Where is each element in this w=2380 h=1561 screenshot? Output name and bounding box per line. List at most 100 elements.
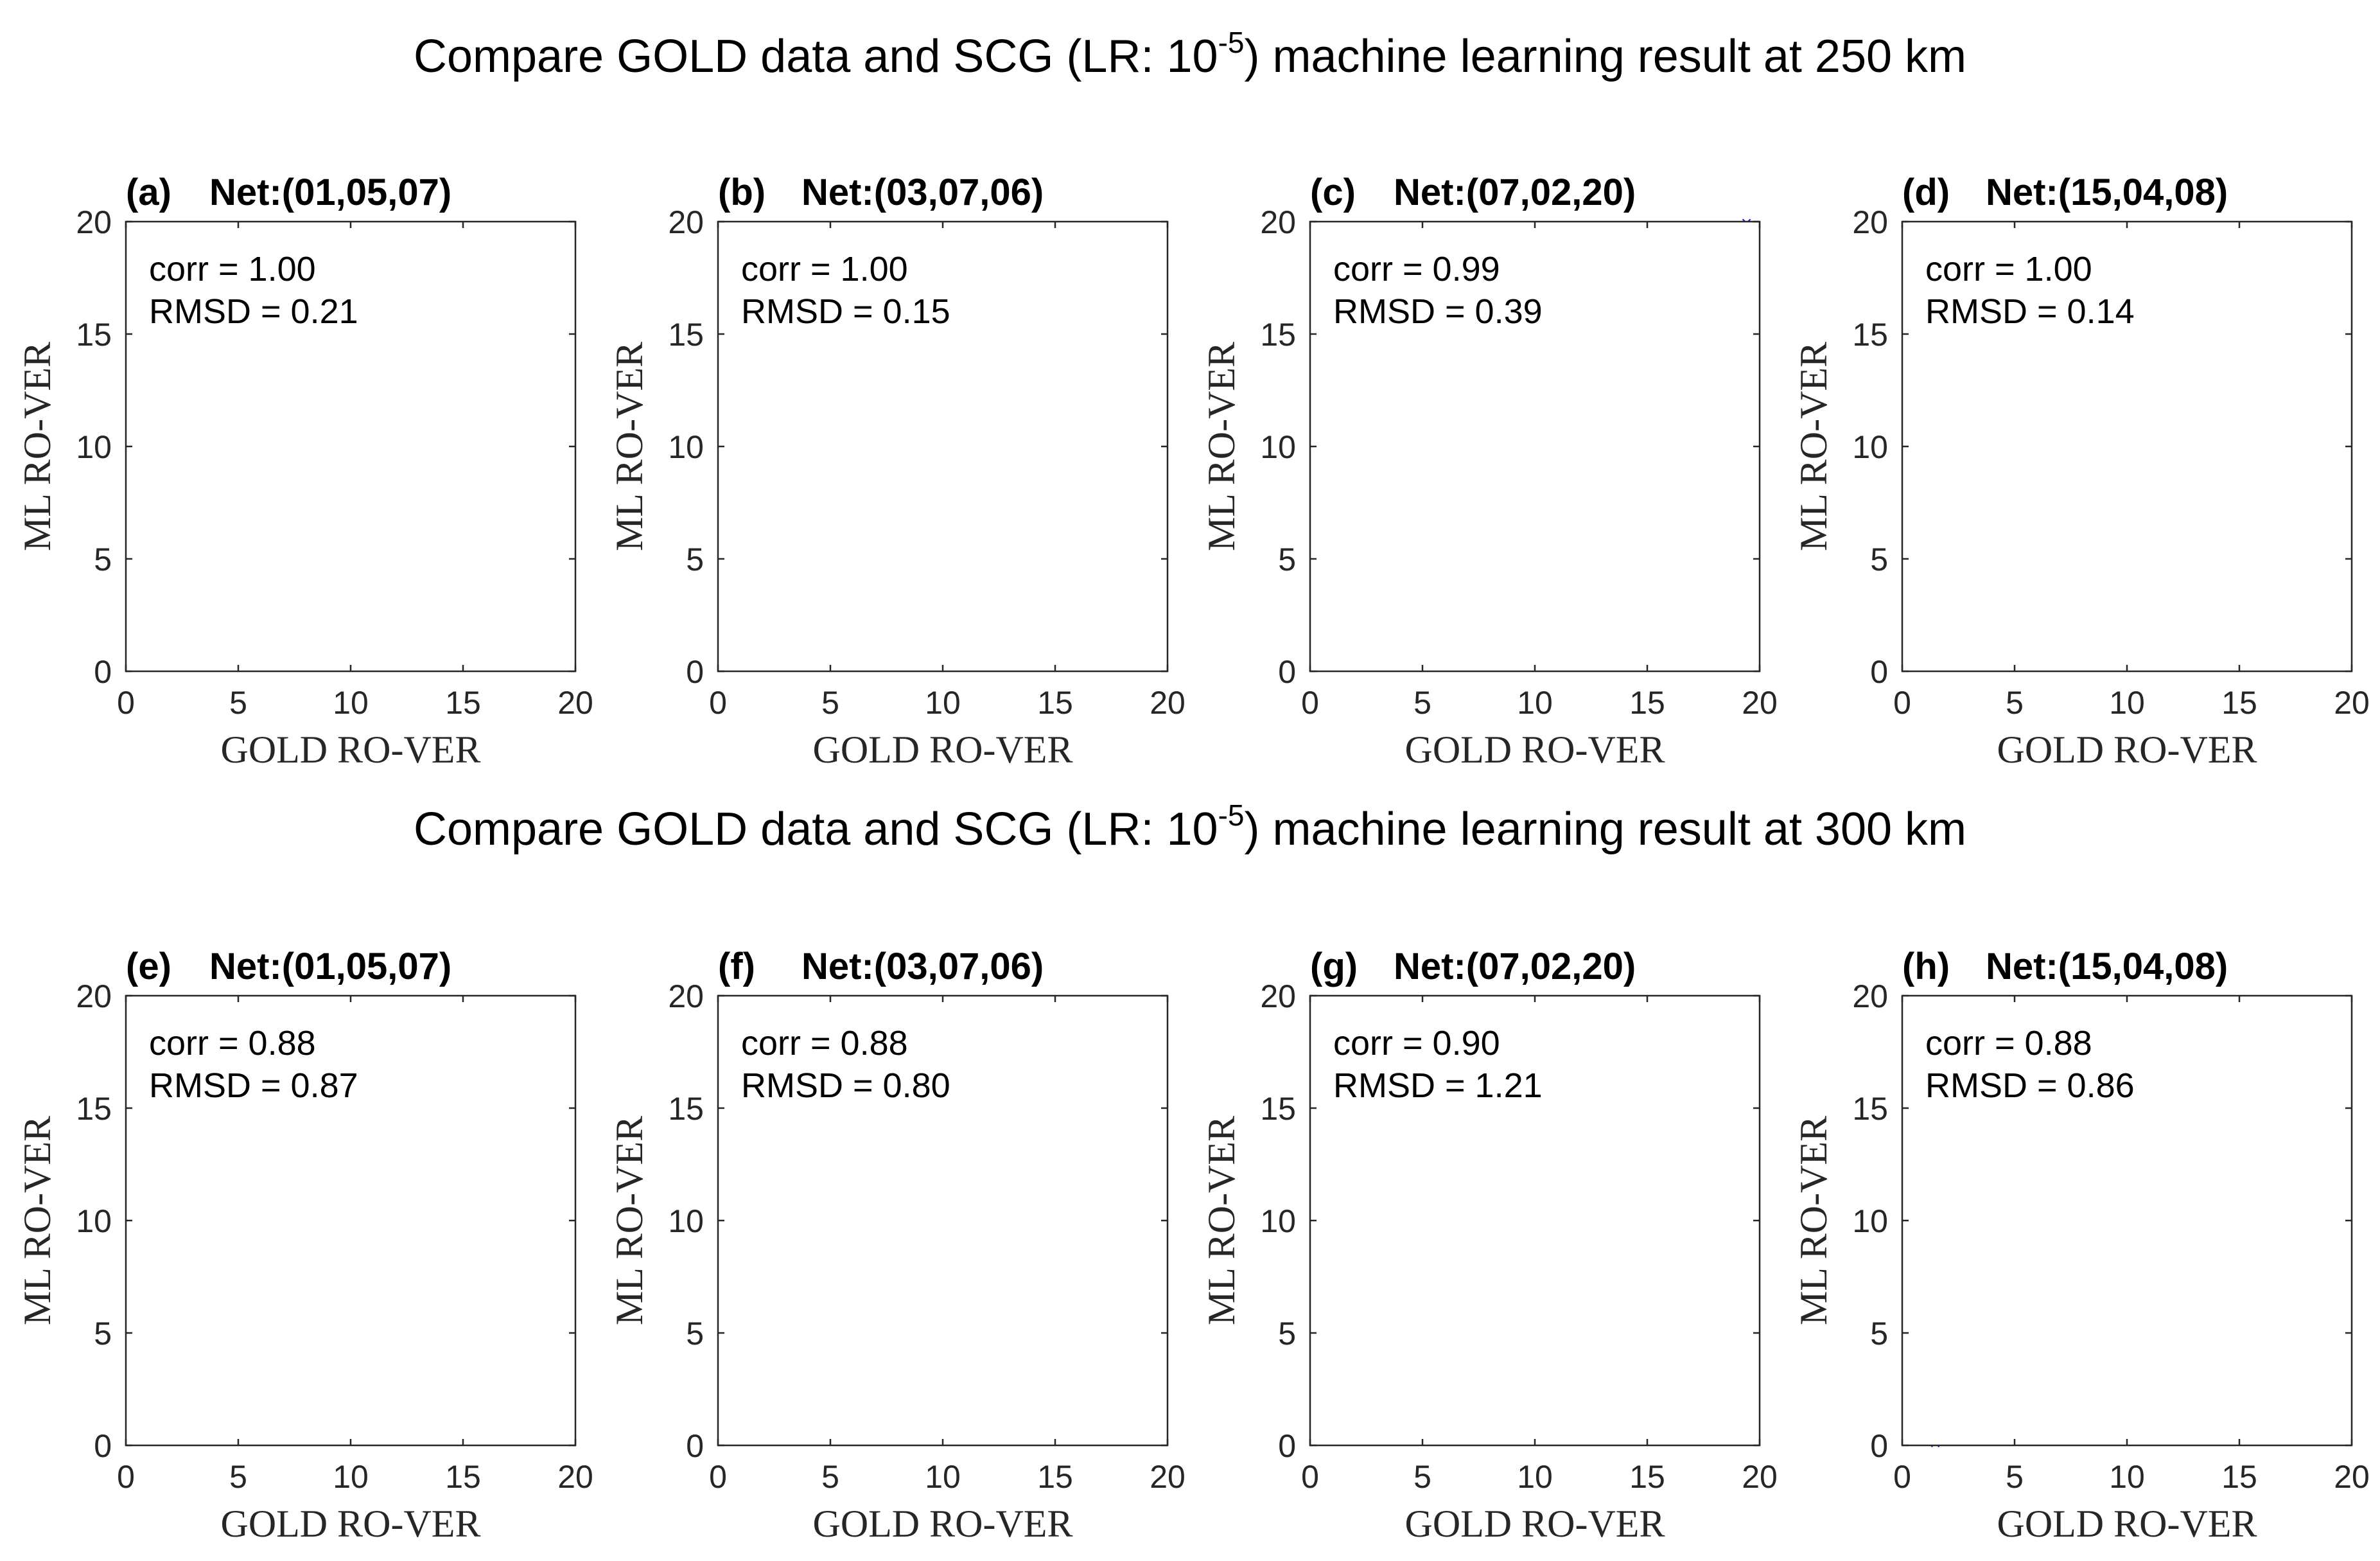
y-tick-label: 10 bbox=[668, 1203, 704, 1239]
y-tick-label: 15 bbox=[668, 1091, 704, 1127]
x-tick-label: 15 bbox=[1037, 685, 1073, 721]
panel-label: (a) bbox=[126, 172, 171, 213]
y-axis-label: ML RO-VER bbox=[1200, 342, 1243, 551]
panel-net-title: Net:(07,02,20) bbox=[1394, 946, 1636, 987]
rmsd-annotation: RMSD = 0.21 bbox=[149, 292, 358, 331]
x-tick-label: 10 bbox=[1517, 685, 1553, 721]
y-tick-label: 0 bbox=[1278, 1428, 1296, 1464]
x-tick-label: 10 bbox=[333, 685, 369, 721]
y-tick-label: 20 bbox=[668, 204, 704, 240]
x-axis-label: GOLD RO-VER bbox=[1997, 1503, 2257, 1545]
x-axis-label: GOLD RO-VER bbox=[1405, 1503, 1665, 1545]
y-tick-label: 0 bbox=[1870, 1428, 1888, 1464]
x-axis-label: GOLD RO-VER bbox=[1997, 728, 2257, 771]
panel-e: 00 5 5 10 10 15 15 20 20 GOLD RO-VER ML RO-VER (e) N… bbox=[16, 946, 593, 1545]
y-tick-label: 20 bbox=[1260, 204, 1296, 240]
y-tick-label: 5 bbox=[686, 1316, 704, 1352]
rmsd-annotation: RMSD = 0.87 bbox=[149, 1066, 358, 1105]
x-tick-label: 15 bbox=[1629, 1459, 1665, 1495]
x-tick-label: 10 bbox=[2109, 1459, 2145, 1495]
x-axis-label: GOLD RO-VER bbox=[221, 728, 481, 771]
y-tick-label: 0 bbox=[686, 654, 704, 690]
x-axis-label: GOLD RO-VER bbox=[1405, 728, 1665, 771]
panel-label: (f) bbox=[718, 946, 755, 987]
x-tick-label: 5 bbox=[2006, 1459, 2024, 1495]
y-tick-label: 5 bbox=[1278, 542, 1296, 578]
y-tick-label: 15 bbox=[1260, 1091, 1296, 1127]
y-tick-label: 15 bbox=[76, 1091, 112, 1127]
panel-label: (d) bbox=[1902, 172, 1950, 213]
axes-frame bbox=[1309, 994, 1761, 1447]
panel-label: (c) bbox=[1310, 172, 1356, 213]
x-tick-label: 0 bbox=[117, 685, 135, 721]
y-tick-label: 15 bbox=[1852, 1091, 1888, 1127]
axes-frame bbox=[717, 994, 1169, 1447]
y-axis-label: ML RO-VER bbox=[1200, 1116, 1243, 1325]
x-tick-label: 20 bbox=[1742, 1459, 1778, 1495]
x-tick-label: 10 bbox=[925, 1459, 961, 1495]
x-tick-label: 20 bbox=[2334, 1459, 2370, 1495]
y-tick-label: 10 bbox=[1852, 429, 1888, 465]
y-tick-label: 5 bbox=[94, 542, 112, 578]
y-axis-label: ML RO-VER bbox=[608, 1116, 651, 1325]
x-tick-label: 10 bbox=[925, 685, 961, 721]
x-tick-label: 20 bbox=[2334, 685, 2370, 721]
x-tick-label: 0 bbox=[1301, 685, 1319, 721]
corr-annotation: corr = 0.88 bbox=[741, 1024, 908, 1063]
corr-annotation: corr = 0.99 bbox=[1333, 250, 1500, 288]
x-tick-label: 15 bbox=[445, 685, 481, 721]
panel-a: 00 5 5 10 10 15 15 20 20 GOLD RO-VER ML RO-VER (a) N… bbox=[16, 172, 593, 771]
y-tick-label: 5 bbox=[94, 1316, 112, 1352]
y-tick-label: 15 bbox=[668, 317, 704, 353]
y-tick-label: 10 bbox=[76, 1203, 112, 1239]
axes-frame bbox=[717, 220, 1169, 673]
x-tick-label: 0 bbox=[1301, 1459, 1319, 1495]
x-tick-label: 0 bbox=[709, 685, 727, 721]
panel-f: 00 5 5 10 10 15 15 20 20 GOLD RO-VER ML RO-VER (f) N… bbox=[608, 946, 1186, 1545]
panel-net-title: Net:(01,05,07) bbox=[209, 172, 451, 213]
suptitle-300km: Compare GOLD data and SCG (LR: 10-5) mac… bbox=[414, 798, 1966, 855]
x-tick-label: 15 bbox=[445, 1459, 481, 1495]
y-axis-label: ML RO-VER bbox=[1792, 342, 1835, 551]
rmsd-annotation: RMSD = 0.80 bbox=[741, 1066, 950, 1105]
x-tick-label: 5 bbox=[229, 1459, 247, 1495]
x-tick-label: 10 bbox=[1517, 1459, 1553, 1495]
x-tick-label: 15 bbox=[2221, 1459, 2257, 1495]
panel-net-title: Net:(03,07,06) bbox=[801, 172, 1044, 213]
y-tick-label: 10 bbox=[1852, 1203, 1888, 1239]
y-tick-label: 10 bbox=[76, 429, 112, 465]
axes-frame bbox=[125, 220, 577, 673]
y-tick-label: 5 bbox=[686, 542, 704, 578]
y-tick-label: 15 bbox=[76, 317, 112, 353]
rmsd-annotation: RMSD = 0.86 bbox=[1925, 1066, 2135, 1105]
x-tick-label: 5 bbox=[821, 1459, 839, 1495]
x-tick-label: 5 bbox=[1413, 685, 1431, 721]
panel-net-title: Net:(01,05,07) bbox=[209, 946, 451, 987]
axes-frame bbox=[1901, 994, 2353, 1447]
x-tick-label: 5 bbox=[821, 685, 839, 721]
y-tick-label: 20 bbox=[1260, 978, 1296, 1014]
rmsd-annotation: RMSD = 0.15 bbox=[741, 292, 950, 331]
panel-h: 00 5 5 10 10 15 15 20 20 GOLD RO-VER ML RO-VER (h) N… bbox=[1792, 946, 2370, 1545]
y-tick-label: 15 bbox=[1260, 317, 1296, 353]
panel-label: (g) bbox=[1310, 946, 1358, 987]
x-tick-label: 15 bbox=[1037, 1459, 1073, 1495]
axes-frame bbox=[1309, 220, 1761, 673]
y-tick-label: 20 bbox=[668, 978, 704, 1014]
x-tick-label: 20 bbox=[557, 1459, 593, 1495]
x-tick-label: 5 bbox=[2006, 685, 2024, 721]
rmsd-annotation: RMSD = 1.21 bbox=[1333, 1066, 1543, 1105]
x-tick-label: 20 bbox=[1150, 685, 1186, 721]
x-tick-label: 20 bbox=[557, 685, 593, 721]
x-tick-label: 5 bbox=[1413, 1459, 1431, 1495]
x-tick-label: 5 bbox=[229, 685, 247, 721]
x-tick-label: 0 bbox=[709, 1459, 727, 1495]
y-tick-label: 5 bbox=[1870, 542, 1888, 578]
y-axis-label: ML RO-VER bbox=[16, 342, 58, 551]
y-tick-label: 20 bbox=[76, 204, 112, 240]
x-axis-label: GOLD RO-VER bbox=[813, 1503, 1073, 1545]
rmsd-annotation: RMSD = 0.39 bbox=[1333, 292, 1543, 331]
panel-c: 00 5 5 10 10 15 15 20 20 GOLD RO-VER ML RO-VER (c) N… bbox=[1200, 172, 1778, 771]
